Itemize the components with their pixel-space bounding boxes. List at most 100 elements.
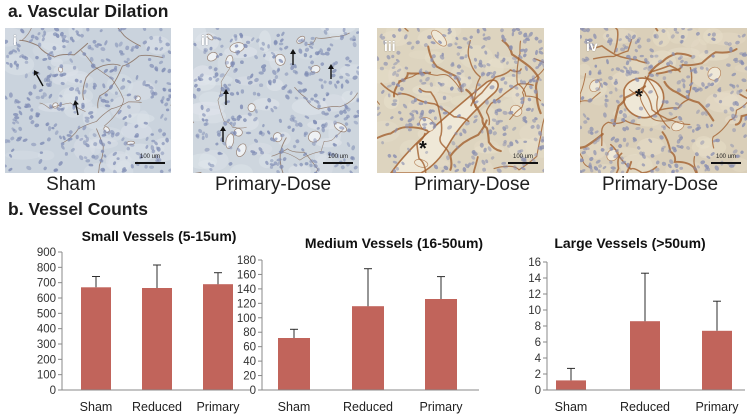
cell-nucleus xyxy=(252,91,257,96)
cell-nucleus xyxy=(387,153,392,158)
cell-nucleus xyxy=(627,33,632,38)
cell-nucleus xyxy=(530,124,535,129)
cell-nucleus xyxy=(473,57,478,62)
cell-nucleus xyxy=(156,146,161,152)
arrow-head xyxy=(73,100,79,106)
vessel-outline xyxy=(590,45,648,64)
cell-nucleus xyxy=(619,69,625,73)
cell-nucleus xyxy=(464,121,470,126)
tissue-mottle xyxy=(145,35,171,55)
cell-nucleus xyxy=(199,73,204,78)
cell-nucleus xyxy=(126,147,131,151)
cell-nucleus xyxy=(149,36,154,40)
cell-nucleus xyxy=(336,80,340,84)
cell-nucleus xyxy=(636,146,641,150)
panel-b-title: b. Vessel Counts xyxy=(8,199,149,219)
cell-nucleus xyxy=(522,39,527,44)
cell-nucleus xyxy=(485,159,489,164)
cell-nucleus xyxy=(425,150,429,154)
cell-nucleus xyxy=(310,36,315,40)
cell-nucleus xyxy=(70,148,75,152)
vessel-outline xyxy=(392,71,432,98)
cell-nucleus xyxy=(534,117,538,121)
cell-nucleus xyxy=(482,28,487,32)
cell-nucleus xyxy=(269,165,274,169)
cell-nucleus xyxy=(456,46,463,49)
cell-nucleus xyxy=(729,46,733,53)
cell-nucleus xyxy=(313,163,318,169)
cell-nucleus xyxy=(597,169,601,173)
cell-nucleus xyxy=(627,38,632,43)
cell-nucleus xyxy=(293,119,298,123)
cell-nucleus xyxy=(731,113,736,119)
micrograph-panel-iv: iv * 100 um xyxy=(580,28,747,173)
cell-nucleus xyxy=(481,159,486,165)
cell-nucleus xyxy=(491,118,497,122)
cell-nucleus xyxy=(393,61,398,66)
cell-nucleus xyxy=(494,54,499,59)
bar-primary xyxy=(203,284,233,390)
cell-nucleus xyxy=(588,70,592,76)
vessel-outline xyxy=(655,48,738,75)
cell-nucleus xyxy=(652,114,658,118)
cell-nucleus xyxy=(303,96,309,100)
tissue-mottle xyxy=(667,47,700,58)
cell-nucleus xyxy=(87,44,92,50)
arrow-head xyxy=(223,89,229,94)
cell-nucleus xyxy=(528,78,533,83)
cell-nucleus xyxy=(240,34,244,39)
cell-nucleus xyxy=(259,83,264,87)
cell-nucleus xyxy=(8,167,13,172)
cell-nucleus xyxy=(82,125,87,131)
cell-nucleus xyxy=(535,66,540,69)
cell-nucleus xyxy=(310,97,314,101)
cell-nucleus xyxy=(116,157,120,161)
cell-nucleus xyxy=(59,73,64,77)
cell-nucleus xyxy=(700,160,706,165)
cell-nucleus xyxy=(623,108,627,112)
cell-nucleus xyxy=(304,115,310,119)
cell-nucleus xyxy=(61,38,66,43)
cell-nucleus xyxy=(85,159,91,163)
cell-nucleus xyxy=(164,117,168,121)
cell-nucleus xyxy=(30,120,35,125)
cell-nucleus xyxy=(114,65,118,70)
cell-nucleus xyxy=(88,111,94,115)
cell-nucleus xyxy=(496,168,502,173)
cell-nucleus xyxy=(456,52,461,56)
cell-nucleus xyxy=(147,58,152,61)
cell-nucleus xyxy=(640,128,645,134)
cell-nucleus xyxy=(193,42,197,47)
vessel-outline xyxy=(509,68,544,120)
cell-nucleus xyxy=(145,144,149,149)
cell-nuclei xyxy=(580,28,747,173)
cell-nucleus xyxy=(10,136,15,141)
cell-nucleus xyxy=(392,154,397,159)
cell-nucleus xyxy=(603,81,608,86)
cell-nucleus xyxy=(49,73,52,77)
cell-nucleus xyxy=(236,147,241,152)
cell-nucleus xyxy=(666,62,670,66)
micrograph-image xyxy=(580,28,747,173)
cell-nucleus xyxy=(265,160,269,165)
cell-nucleus xyxy=(258,71,264,75)
cell-nucleus xyxy=(226,100,231,103)
cell-nucleus xyxy=(502,142,507,147)
tissue-mottle xyxy=(122,113,155,124)
cell-nucleus xyxy=(285,94,290,100)
cell-nucleus xyxy=(36,114,40,118)
cell-nucleus xyxy=(12,121,16,125)
cell-nucleus xyxy=(404,66,409,70)
cell-nucleus xyxy=(205,108,211,113)
cell-nucleus xyxy=(655,160,660,165)
cell-nucleus xyxy=(278,42,284,46)
scale-bar-label: 100 um xyxy=(327,154,348,160)
cell-nucleus xyxy=(638,106,644,111)
cell-nucleus xyxy=(319,150,325,154)
cell-nucleus xyxy=(24,105,29,109)
cell-nucleus xyxy=(39,141,45,145)
cell-nucleus xyxy=(267,130,271,135)
cell-nucleus xyxy=(140,154,144,159)
cell-nucleus xyxy=(112,161,117,166)
